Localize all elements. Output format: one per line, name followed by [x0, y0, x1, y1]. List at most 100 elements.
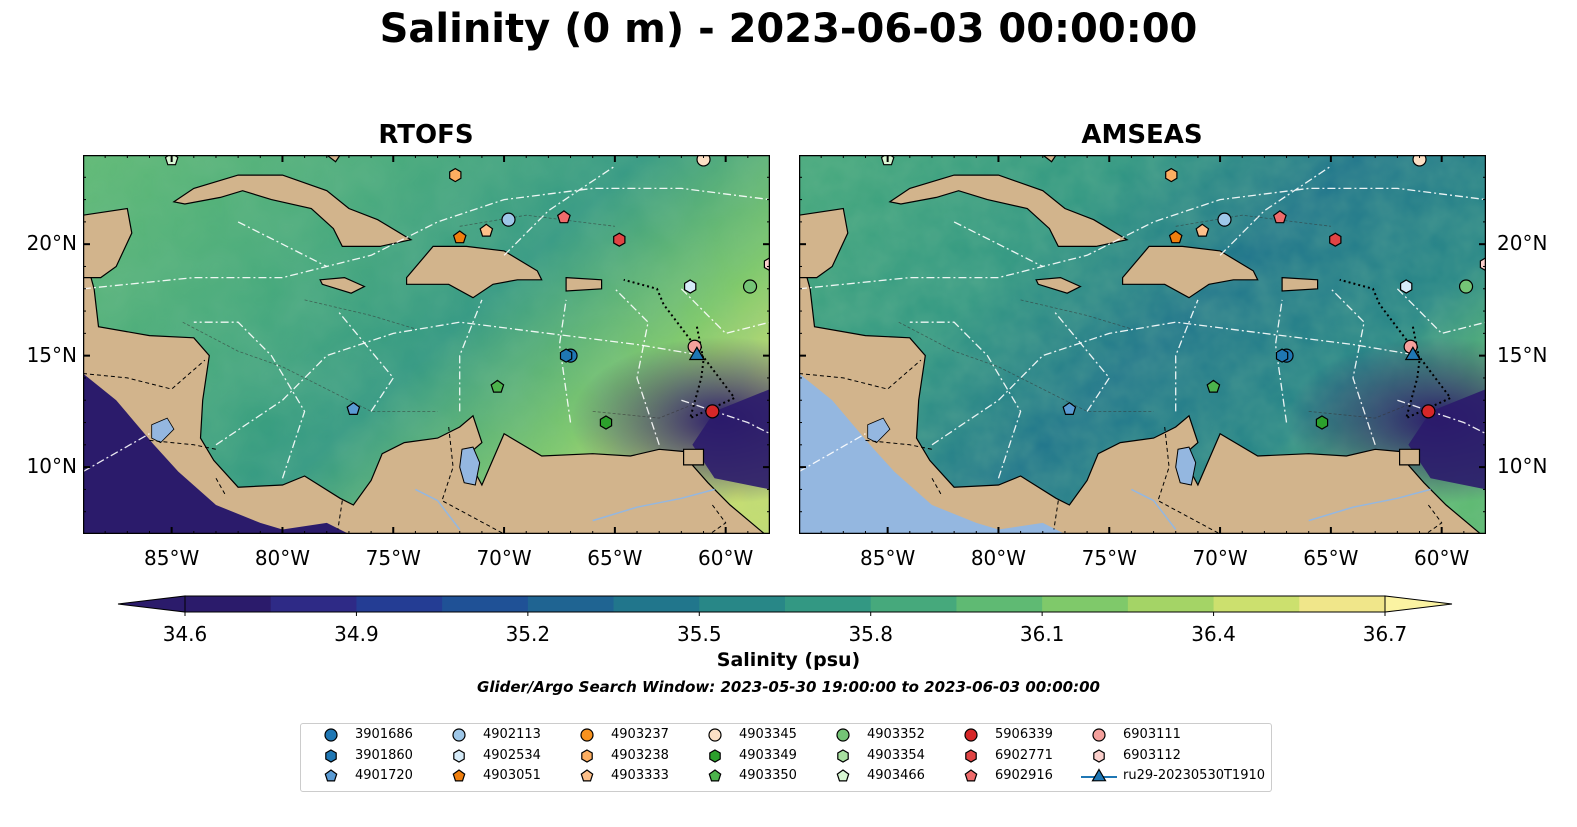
legend: 3901686 3901860 4901720 4902113 4902534 49030…: [300, 723, 1272, 792]
colorbar-segment: [356, 596, 443, 612]
map-frame: [83, 155, 770, 534]
float-marker-4903345: [1412, 155, 1427, 167]
legend-marker-hexagon: [325, 748, 337, 763]
colorbar: [117, 595, 1453, 616]
float-marker-5906339: [1421, 404, 1436, 419]
colorbar-tick-label: 34.6: [162, 622, 208, 646]
float-marker-3901860: [559, 348, 573, 363]
colorbar-tick-label: 34.9: [334, 622, 379, 646]
colorbar-segment: [699, 596, 786, 612]
chart-title: Salinity (0 m) - 2023-06-03 00:00:00: [379, 6, 1198, 52]
float-marker-4903349: [599, 415, 613, 430]
rtofs-lon-tick-label: 85°W: [144, 546, 200, 570]
legend-marker-hexagon: [965, 748, 977, 763]
colorbar-segment: [613, 596, 700, 612]
legend-label: 4903354: [867, 747, 925, 763]
panel-title-amseas: AMSEAS: [1081, 120, 1203, 150]
right-lat-tick-label: 10°N: [1497, 454, 1548, 479]
float-marker-ru29-20230530T1910: [688, 346, 705, 361]
legend-marker-circle: [708, 728, 722, 742]
float-marker-6902771: [1329, 232, 1342, 247]
legend-label: 4903350: [739, 768, 797, 783]
float-marker-4902534: [1399, 279, 1413, 294]
float-marker-4903350: [490, 379, 505, 393]
rtofs-lon-tick-label: 65°W: [587, 546, 643, 570]
legend-marker-circle: [836, 728, 850, 742]
search-window-note: Glider/Argo Search Window: 2023-05-30 19…: [477, 678, 1100, 696]
legend-marker-pentagon: [708, 769, 722, 782]
legend-marker-hexagon: [1093, 748, 1105, 763]
legend-label: 4903333: [611, 768, 669, 783]
colorbar-segment: [442, 596, 529, 612]
legend-marker-pentagon: [324, 769, 338, 782]
float-marker-4902113: [501, 212, 516, 227]
legend-marker-pentagon: [452, 769, 466, 782]
legend-label: 4903345: [739, 727, 797, 742]
legend-label: 4902113: [483, 727, 541, 742]
legend-label: 4903466: [867, 768, 925, 783]
amseas-lon-tick-label: 85°W: [860, 546, 916, 570]
float-marker-4901720: [346, 401, 361, 415]
legend-marker-circle: [964, 728, 978, 742]
left-lat-tick-label: 15°N: [26, 342, 77, 367]
float-marker-4903333: [479, 223, 494, 237]
legend-label: 6903111: [1123, 727, 1181, 742]
legend-label: 4903051: [483, 768, 541, 783]
legend-marker-circle: [1092, 728, 1106, 742]
legend-marker-pentagon: [836, 769, 850, 782]
float-marker-4903350: [1206, 379, 1221, 393]
legend-label: 4903237: [611, 727, 669, 742]
map-frame: [799, 155, 1486, 534]
legend-label: 6902916: [995, 768, 1053, 783]
legend-marker-hexagon: [453, 748, 465, 763]
float-marker-4903352: [1458, 279, 1474, 294]
colorbar-segment: [1213, 596, 1300, 612]
legend-label: 6903112: [1123, 747, 1181, 763]
legend-label: 4902534: [483, 747, 541, 763]
colorbar-segment: [1299, 596, 1386, 612]
colorbar-tick-label: 35.5: [677, 622, 722, 646]
float-marker-4903349: [1315, 415, 1329, 430]
float-marker-4903352: [742, 279, 758, 294]
amseas-lon-tick-label: 65°W: [1303, 546, 1359, 570]
float-marker-3901860: [1275, 348, 1289, 363]
float-marker-4903238: [449, 167, 462, 183]
colorbar-segment: [527, 596, 615, 612]
legend-label: 3901686: [355, 727, 413, 742]
float-marker-4903333: [1195, 223, 1210, 237]
colorbar-segment: [270, 596, 357, 612]
float-marker-6902916: [1272, 210, 1287, 224]
legend-marker-hexagon: [709, 748, 721, 763]
legend-marker-hexagon: [581, 748, 593, 763]
right-lat-tick-label: 20°N: [1497, 231, 1548, 256]
colorbar-min-extend: [117, 595, 186, 613]
float-marker-4902113: [1217, 212, 1232, 227]
right-lat-tick-label: 15°N: [1497, 342, 1548, 367]
legend-label: 4903349: [739, 747, 797, 763]
legend-marker-circle: [580, 728, 594, 742]
map-panel-amseas: [799, 155, 1486, 534]
float-marker-4903238: [1165, 167, 1178, 183]
legend-label: 5906339: [995, 727, 1053, 742]
amseas-lon-tick-label: 75°W: [1081, 546, 1137, 570]
colorbar-tick-label: 35.2: [505, 622, 551, 646]
colorbar-segment: [1042, 596, 1129, 612]
colorbar-segment: [870, 596, 957, 612]
colorbar-tick-label: 35.8: [848, 622, 893, 646]
legend-label: 4903352: [867, 727, 925, 742]
colorbar-tick-label: 36.1: [1019, 622, 1065, 646]
rtofs-lon-tick-label: 70°W: [476, 546, 532, 570]
map-panel-rtofs: [83, 155, 770, 534]
legend-marker-pentagon: [580, 769, 594, 782]
legend-label: ru29-20230530T1910: [1123, 768, 1266, 783]
float-marker-6902916: [556, 210, 571, 224]
legend-label: 4903238: [611, 747, 669, 763]
legend-marker-circle: [452, 728, 466, 742]
float-marker-6903112: [1479, 257, 1486, 272]
panel-title-rtofs: RTOFS: [378, 120, 474, 150]
colorbar-segment: [1127, 596, 1215, 612]
float-marker-4902534: [683, 279, 697, 294]
legend-label: 4901720: [355, 768, 413, 783]
legend-label: 3901860: [355, 747, 413, 763]
rtofs-lon-tick-label: 60°W: [698, 546, 754, 570]
